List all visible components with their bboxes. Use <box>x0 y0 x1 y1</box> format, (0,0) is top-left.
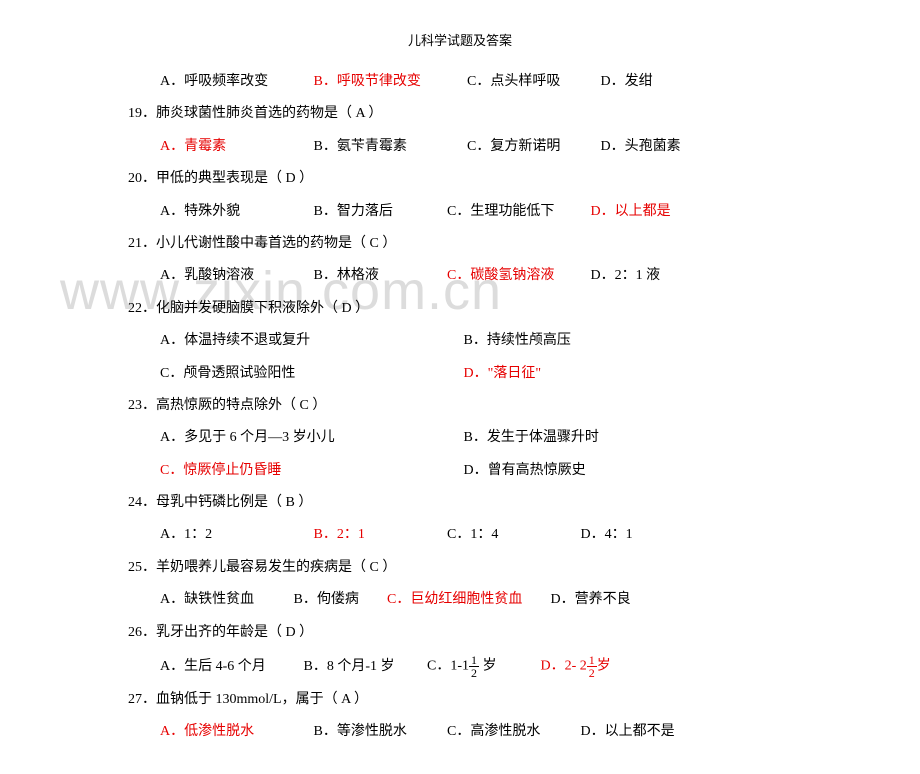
question-25-options: A．缺铁性贫血 B．佝偻病 C．巨幼红细胞性贫血 D．营养不良 <box>120 589 800 611</box>
page-title: 儿科学试题及答案 <box>120 30 800 49</box>
question-23-options-row2: C．惊厥停止仍昏睡 D．曾有高热惊厥史 <box>120 460 800 482</box>
fraction-icon: 12 <box>587 654 597 679</box>
question-23: 23．高热惊厥的特点除外（ C ） <box>120 395 800 417</box>
option-d: D．曾有高热惊厥史 <box>464 463 586 478</box>
question-26-options: A．生后 4-6 个月 B．8 个月-1 岁 C．1-112 岁 D．2- 21… <box>120 654 800 679</box>
option-d: D．2：1 液 <box>591 265 661 287</box>
question-26: 26．乳牙出齐的年龄是（ D ） <box>120 622 800 644</box>
question-21: 21．小儿代谢性酸中毒首选的药物是（ C ） <box>120 233 800 255</box>
option-c: C．颅骨透照试验阳性 <box>160 363 460 385</box>
option-d: D．发绀 <box>601 71 653 93</box>
option-d-answer: D．"落日征" <box>464 366 542 381</box>
option-b: B．持续性颅高压 <box>464 333 571 348</box>
pre-question-options: A．呼吸频率改变 B．呼吸节律改变 C．点头样呼吸 D．发绀 <box>120 71 800 93</box>
option-c: C．1-112 岁 <box>427 654 537 679</box>
option-d: D．头孢菌素 <box>601 136 681 158</box>
question-19: 19．肺炎球菌性肺炎首选的药物是（ A ） <box>120 103 800 125</box>
question-24: 24．母乳中钙磷比例是（ B ） <box>120 492 800 514</box>
option-d-answer: D．以上都是 <box>591 201 671 223</box>
option-c: C．生理功能低下 <box>447 201 587 223</box>
question-24-options: A．1：2 B．2：1 C．1：4 D．4：1 <box>120 524 800 546</box>
question-19-options: A．青霉素 B．氨苄青霉素 C．复方新诺明 D．头孢菌素 <box>120 136 800 158</box>
option-b: B．林格液 <box>314 265 444 287</box>
option-c-answer: C．巨幼红细胞性贫血 <box>387 589 547 611</box>
option-a: A．乳酸钠溶液 <box>160 265 310 287</box>
question-20-options: A．特殊外貌 B．智力落后 C．生理功能低下 D．以上都是 <box>120 201 800 223</box>
option-b: B．智力落后 <box>314 201 444 223</box>
option-a: A．特殊外貌 <box>160 201 310 223</box>
question-25: 25．羊奶喂养儿最容易发生的疾病是（ C ） <box>120 557 800 579</box>
option-d: D．4：1 <box>581 524 633 546</box>
option-a: A．生后 4-6 个月 <box>160 656 300 678</box>
option-d: D．以上都不是 <box>581 721 675 743</box>
question-21-options: A．乳酸钠溶液 B．林格液 C．碳酸氢钠溶液 D．2：1 液 <box>120 265 800 287</box>
option-b: B．佝偻病 <box>294 589 384 611</box>
option-b: B．氨苄青霉素 <box>314 136 464 158</box>
option-c: C．点头样呼吸 <box>467 71 597 93</box>
option-c: C．1：4 <box>447 524 577 546</box>
option-c-answer: C．惊厥停止仍昏睡 <box>160 460 460 482</box>
question-27: 27．血钠低于 130mmol/L，属于（ A ） <box>120 689 800 711</box>
option-b: B．8 个月-1 岁 <box>304 656 424 678</box>
question-22-options-row2: C．颅骨透照试验阳性 D．"落日征" <box>120 363 800 385</box>
fraction-icon: 12 <box>469 654 479 679</box>
option-a: A．体温持续不退或复升 <box>160 330 460 352</box>
option-a: A．1：2 <box>160 524 310 546</box>
option-c: C．高渗性脱水 <box>447 721 577 743</box>
question-27-options: A．低渗性脱水 B．等渗性脱水 C．高渗性脱水 D．以上都不是 <box>120 721 800 743</box>
option-a: A．呼吸频率改变 <box>160 71 310 93</box>
question-23-options-row1: A．多见于 6 个月—3 岁小儿 B．发生于体温骤升时 <box>120 427 800 449</box>
option-b: B．等渗性脱水 <box>314 721 444 743</box>
question-20: 20．甲低的典型表现是（ D ） <box>120 168 800 190</box>
question-22: 22．化脑并发硬脑膜下积液除外（ D ） <box>120 298 800 320</box>
option-d-answer: D．2- 212岁 <box>541 654 611 679</box>
option-a-answer: A．低渗性脱水 <box>160 721 310 743</box>
option-a: A．缺铁性贫血 <box>160 589 290 611</box>
option-a: A．多见于 6 个月—3 岁小儿 <box>160 427 460 449</box>
option-b-answer: B．呼吸节律改变 <box>314 71 464 93</box>
option-a-answer: A．青霉素 <box>160 136 310 158</box>
option-d: D．营养不良 <box>551 589 631 611</box>
exam-page: 儿科学试题及答案 A．呼吸频率改变 B．呼吸节律改变 C．点头样呼吸 D．发绀 … <box>0 0 920 774</box>
option-c: C．复方新诺明 <box>467 136 597 158</box>
option-b: B．发生于体温骤升时 <box>464 430 599 445</box>
question-22-options-row1: A．体温持续不退或复升 B．持续性颅高压 <box>120 330 800 352</box>
option-c-answer: C．碳酸氢钠溶液 <box>447 265 587 287</box>
option-b-answer: B．2：1 <box>314 524 444 546</box>
